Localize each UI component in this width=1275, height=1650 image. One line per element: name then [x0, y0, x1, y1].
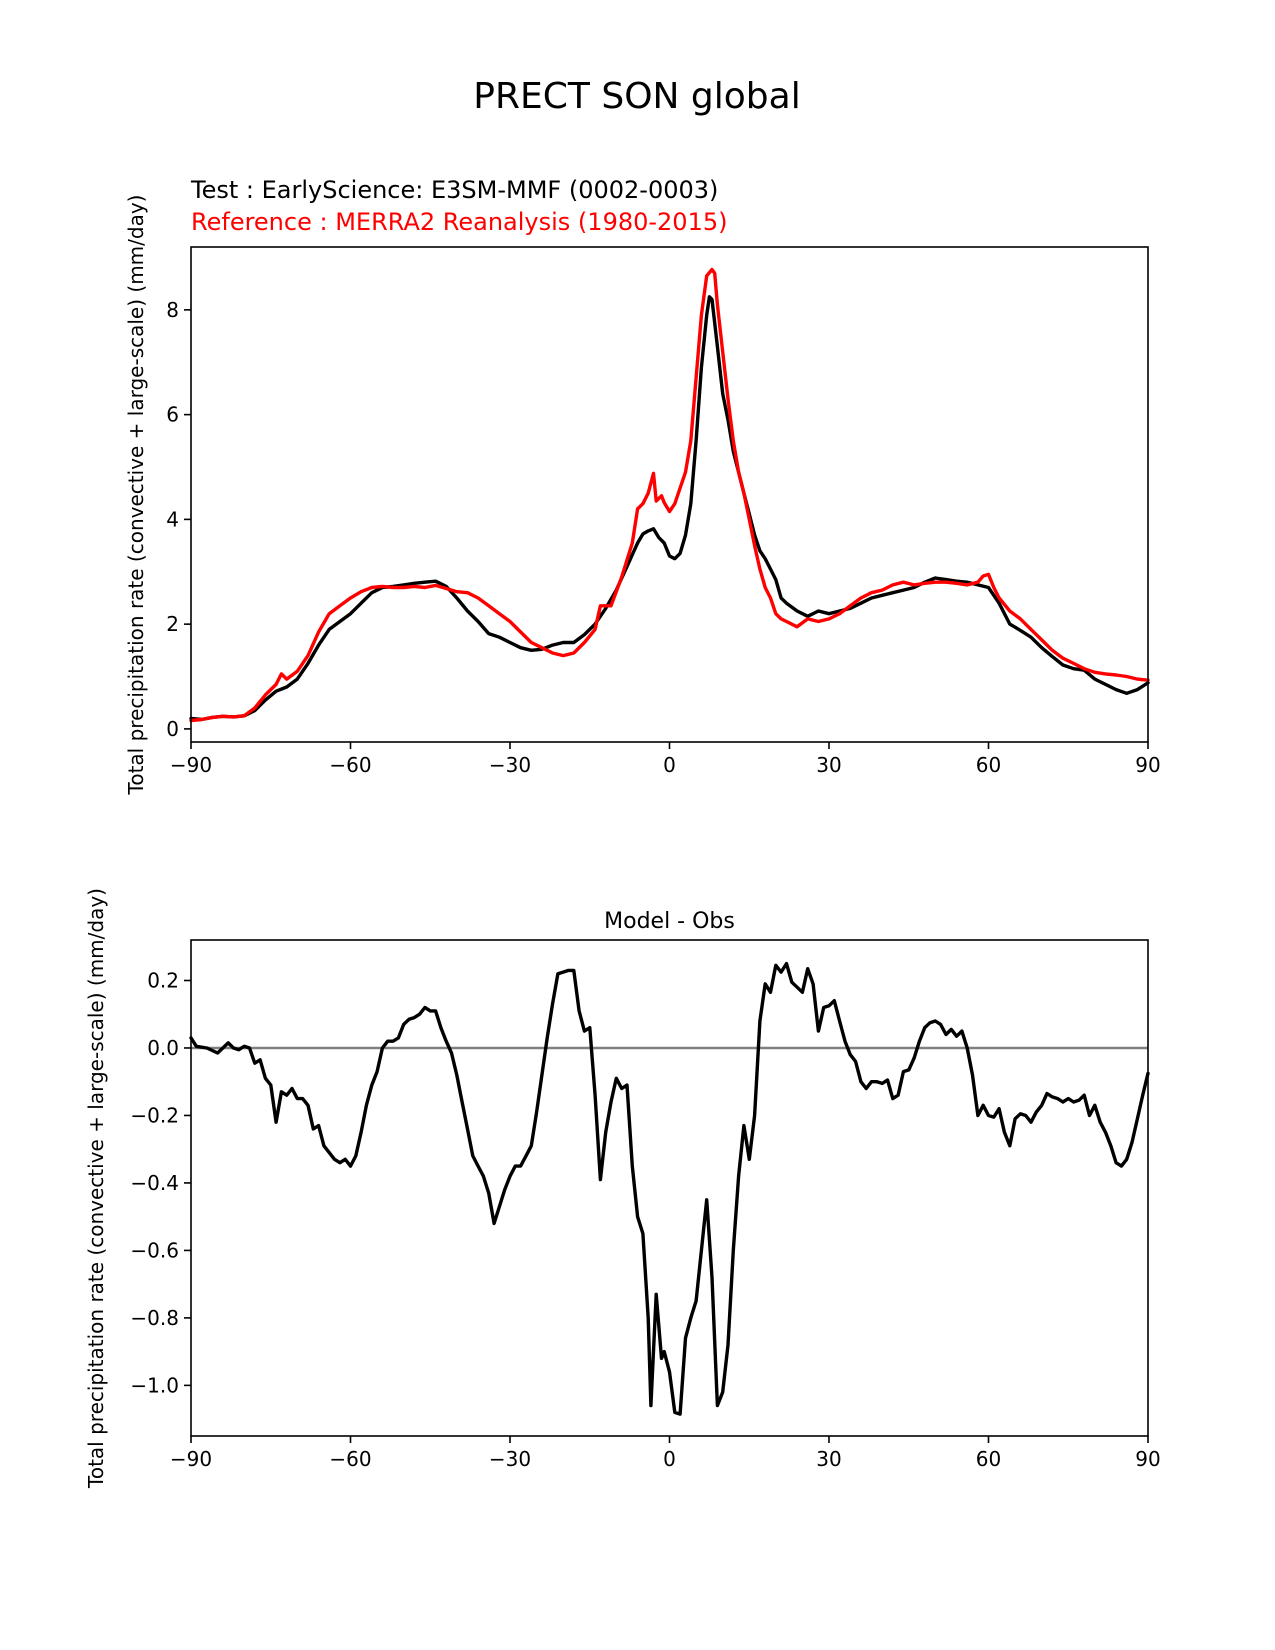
x-tick-label: −60 [329, 753, 371, 777]
x-tick-label: 60 [976, 753, 1001, 777]
chart-panel-model-minus-obs: −90 −60 −30 0 30 60 90 0.2 0.0 −0.2 −0.4 −0.6 −0.8 −1… [84, 888, 1161, 1489]
x-tick-label: −30 [489, 753, 531, 777]
y-axis-label: Total precipitation rate (convective + l… [124, 195, 148, 796]
series-line-test [189, 295, 1150, 722]
chart-panel-test-vs-reference: −90 −60 −30 0 30 60 90 0 2 4 6 8 Total precipitation… [124, 176, 1161, 795]
x-tick-label: 30 [816, 1447, 841, 1471]
y-tick-label: 6 [166, 403, 179, 427]
x-tick-label: −90 [170, 753, 212, 777]
x-tick-label: 0 [663, 1447, 676, 1471]
y-axis-label: Total precipitation rate (convective + l… [84, 888, 108, 1489]
x-tick-label: −30 [489, 1447, 531, 1471]
x-tick-label: 60 [976, 1447, 1001, 1471]
x-tick-label: 90 [1135, 1447, 1160, 1471]
x-tick-label: −90 [170, 1447, 212, 1471]
x-tick-label: 30 [816, 753, 841, 777]
y-tick-label: −0.4 [130, 1171, 179, 1195]
y-tick-label: 4 [166, 507, 179, 531]
y-tick-label: −0.2 [130, 1103, 179, 1127]
x-tick-label: −60 [329, 1447, 371, 1471]
y-tick-label: 0.2 [147, 968, 179, 992]
y-tick-label: −0.8 [130, 1306, 179, 1330]
legend-reference-label: Reference : MERRA2 Reanalysis (1980-2015… [191, 208, 727, 236]
y-tick-label: 0 [166, 717, 179, 741]
y-tick-label: −0.6 [130, 1238, 179, 1262]
y-tick-label: 0.0 [147, 1036, 179, 1060]
legend-test-label: Test : EarlyScience: E3SM-MMF (0002-0003… [190, 176, 718, 204]
series-line-reference [189, 267, 1150, 723]
series-line-model-obs [189, 961, 1150, 1416]
y-tick-label: −1.0 [130, 1373, 179, 1397]
x-tick-label: 0 [663, 753, 676, 777]
x-tick-label: 90 [1135, 753, 1160, 777]
axes-frame [190, 939, 1149, 1437]
axes-frame [190, 246, 1149, 743]
figure-title: PRECT SON global [473, 76, 800, 117]
panel-title: Model - Obs [604, 909, 735, 934]
y-tick-label: 2 [166, 612, 179, 636]
y-tick-label: 8 [166, 298, 179, 322]
